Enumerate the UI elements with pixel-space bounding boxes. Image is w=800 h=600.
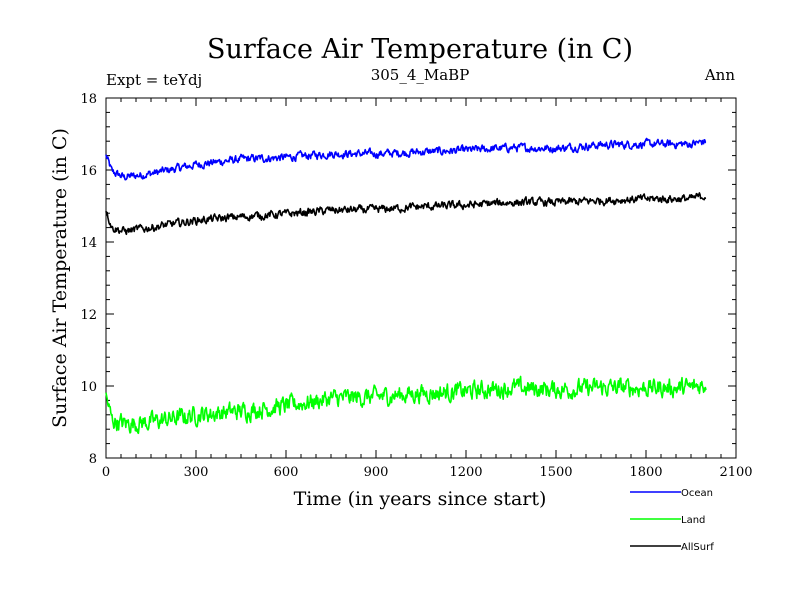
x-tick-label: 1200 [449,465,482,480]
y-tick-label: 8 [89,452,97,467]
y-tick-label: 10 [80,380,97,395]
series-line-ocean [105,137,707,181]
legend: Ocean Land AllSurf [630,488,714,553]
chart-subtitle-center: 305_4_MaBP [371,66,470,84]
chart-title: Surface Air Temperature (in C) [207,34,633,65]
legend-label-allsurf: AllSurf [681,542,714,553]
x-tick-label: 900 [364,465,389,480]
series-lines [105,137,707,435]
y-tick-labels: 8 10 12 14 16 18 [80,92,97,467]
x-tick-label: 300 [184,465,209,480]
series-line-allsurf [105,192,707,236]
legend-label-land: Land [681,515,705,526]
x-axis-label: Time (in years since start) [294,488,547,510]
legend-label-ocean: Ocean [681,488,713,499]
x-tick-label: 1800 [629,465,662,480]
x-tick-label: 1500 [539,465,572,480]
y-tick-label: 18 [80,92,97,107]
y-tick-label: 12 [80,308,97,323]
x-tick-label: 2100 [719,465,752,480]
chart-subtitle-left: Expt = teYdj [106,71,202,89]
x-tick-label: 600 [274,465,299,480]
axis-ticks [105,97,737,459]
chart-subtitle-right: Ann [704,66,735,84]
y-axis-label: Surface Air Temperature (in C) [49,128,71,428]
series-line-land [105,375,707,435]
x-tick-labels: 0 300 600 900 1200 1500 1800 2100 [102,465,753,480]
y-tick-label: 16 [80,164,97,179]
y-tick-label: 14 [80,236,97,251]
x-tick-label: 0 [102,465,110,480]
